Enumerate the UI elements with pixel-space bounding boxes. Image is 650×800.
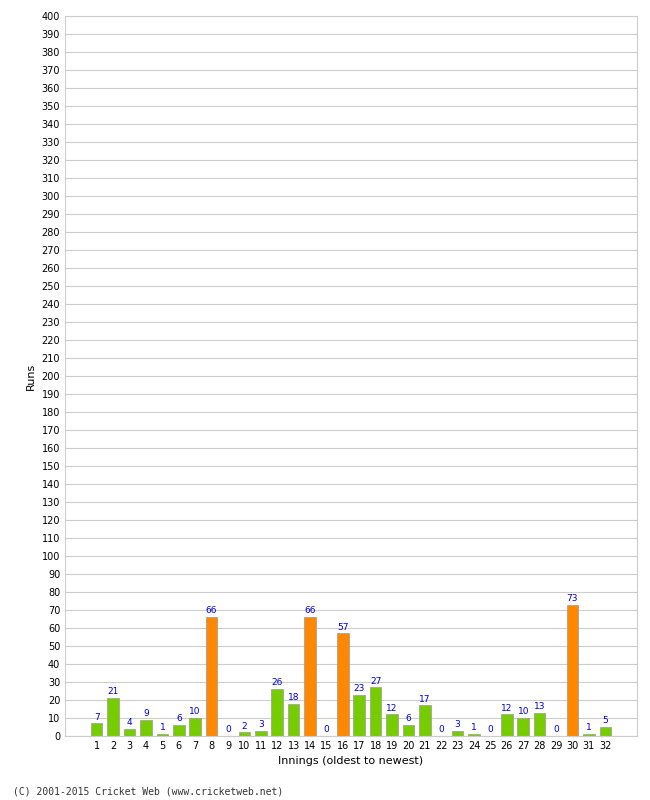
Bar	[402, 725, 414, 736]
X-axis label: Innings (oldest to newest): Innings (oldest to newest)	[278, 757, 424, 766]
Text: 12: 12	[501, 704, 512, 713]
Text: 17: 17	[419, 694, 430, 704]
Bar	[304, 618, 316, 736]
Bar	[255, 730, 266, 736]
Bar	[206, 618, 217, 736]
Bar	[534, 713, 545, 736]
Bar	[173, 725, 185, 736]
Text: 27: 27	[370, 677, 382, 686]
Bar	[337, 634, 348, 736]
Bar	[468, 734, 480, 736]
Bar	[452, 730, 463, 736]
Bar	[91, 723, 103, 736]
Text: 1: 1	[159, 723, 165, 733]
Text: 21: 21	[107, 687, 119, 696]
Bar	[419, 706, 430, 736]
Text: 1: 1	[471, 723, 477, 733]
Text: 73: 73	[567, 594, 578, 603]
Bar	[107, 698, 119, 736]
Text: 1: 1	[586, 723, 592, 733]
Text: 0: 0	[225, 725, 231, 734]
Bar	[124, 729, 135, 736]
Bar	[354, 694, 365, 736]
Bar	[517, 718, 529, 736]
Text: 2: 2	[242, 722, 247, 730]
Text: 0: 0	[324, 725, 330, 734]
Bar	[239, 733, 250, 736]
Text: 4: 4	[127, 718, 133, 727]
Text: 57: 57	[337, 622, 348, 632]
Y-axis label: Runs: Runs	[26, 362, 36, 390]
Text: 23: 23	[354, 684, 365, 693]
Bar	[370, 687, 382, 736]
Text: 66: 66	[304, 606, 316, 615]
Text: 66: 66	[206, 606, 217, 615]
Text: 3: 3	[455, 720, 460, 729]
Text: 7: 7	[94, 713, 99, 722]
Text: 0: 0	[438, 725, 444, 734]
Bar	[140, 720, 151, 736]
Bar	[599, 727, 611, 736]
Bar	[157, 734, 168, 736]
Text: (C) 2001-2015 Cricket Web (www.cricketweb.net): (C) 2001-2015 Cricket Web (www.cricketwe…	[13, 786, 283, 796]
Text: 5: 5	[603, 716, 608, 725]
Text: 26: 26	[272, 678, 283, 687]
Bar	[386, 714, 398, 736]
Text: 12: 12	[386, 704, 398, 713]
Bar	[567, 605, 578, 736]
Text: 0: 0	[553, 725, 559, 734]
Text: 3: 3	[258, 720, 264, 729]
Bar	[272, 689, 283, 736]
Text: 13: 13	[534, 702, 545, 710]
Text: 9: 9	[143, 709, 149, 718]
Text: 6: 6	[176, 714, 181, 723]
Text: 10: 10	[517, 707, 529, 716]
Text: 0: 0	[488, 725, 493, 734]
Text: 18: 18	[288, 693, 300, 702]
Bar	[501, 714, 513, 736]
Text: 10: 10	[189, 707, 201, 716]
Text: 6: 6	[406, 714, 411, 723]
Bar	[189, 718, 201, 736]
Bar	[288, 704, 300, 736]
Bar	[583, 734, 595, 736]
